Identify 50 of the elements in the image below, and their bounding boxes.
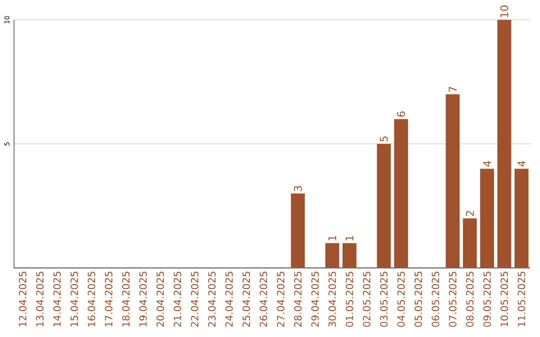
x-tick-label: 11.05.2025	[518, 272, 526, 326]
data-label: 4	[518, 160, 526, 166]
bar	[514, 168, 528, 268]
x-tick-label: 05.05.2025	[414, 272, 422, 327]
x-tick-label: 16.04.2025	[88, 272, 96, 326]
data-label: 1	[328, 236, 336, 240]
x-tick-label: 04.05.2025	[397, 272, 405, 327]
data-label: 3	[294, 186, 302, 191]
data-label: 5	[380, 136, 388, 142]
x-tick-label: 19.04.2025	[139, 272, 147, 326]
x-tick-label: 21.04.2025	[174, 272, 182, 327]
bar	[394, 118, 408, 268]
bar	[342, 242, 356, 268]
bar	[325, 242, 340, 268]
x-tick-label: 26.04.2025	[260, 272, 268, 327]
x-tick-label: 06.05.2025	[432, 272, 440, 327]
x-tick-label: 20.04.2025	[156, 272, 164, 327]
x-tick-label: 01.05.2025	[346, 272, 354, 327]
x-tick-label: 17.04.2025	[104, 272, 112, 326]
x-tick-label: 24.04.2025	[225, 272, 233, 327]
data-label: 7	[448, 86, 457, 92]
bar	[446, 94, 460, 268]
bar	[480, 168, 494, 268]
x-tick-label: 27.04.2025	[276, 272, 284, 327]
x-tick-label: 15.04.2025	[70, 272, 78, 326]
data-label: 2	[466, 210, 474, 216]
x-tick-label: 03.05.2025	[380, 272, 388, 327]
bar	[462, 218, 477, 268]
x-tick-label: 25.04.2025	[242, 272, 250, 327]
x-tick-label: 30.04.2025	[328, 272, 336, 326]
data-label: 4	[483, 160, 491, 166]
bar	[497, 20, 512, 268]
data-label: 6	[397, 111, 406, 117]
x-tick-label: 08.05.2025	[466, 272, 474, 327]
bar	[290, 193, 305, 268]
x-tick-label: 09.05.2025	[483, 272, 491, 327]
x-tick-label: 18.04.2025	[122, 272, 130, 326]
x-tick-label: 13.04.2025	[36, 272, 44, 326]
data-label: 10	[500, 5, 508, 17]
x-tick-label: 28.04.2025	[294, 272, 302, 327]
x-tick-label: 22.04.2025	[190, 272, 198, 327]
x-tick-label: 29.04.2025	[311, 272, 319, 327]
x-tick-label: 10.05.2025	[500, 272, 508, 326]
x-tick-label: 23.04.2025	[208, 272, 216, 327]
x-tick-label: 02.05.2025	[362, 272, 370, 327]
x-tick-label: 12.04.2025	[18, 272, 26, 326]
x-tick-label: 07.05.2025	[448, 272, 456, 327]
bar	[376, 144, 391, 268]
x-tick-label: 14.04.2025	[53, 272, 61, 326]
data-label: 1	[346, 236, 354, 240]
